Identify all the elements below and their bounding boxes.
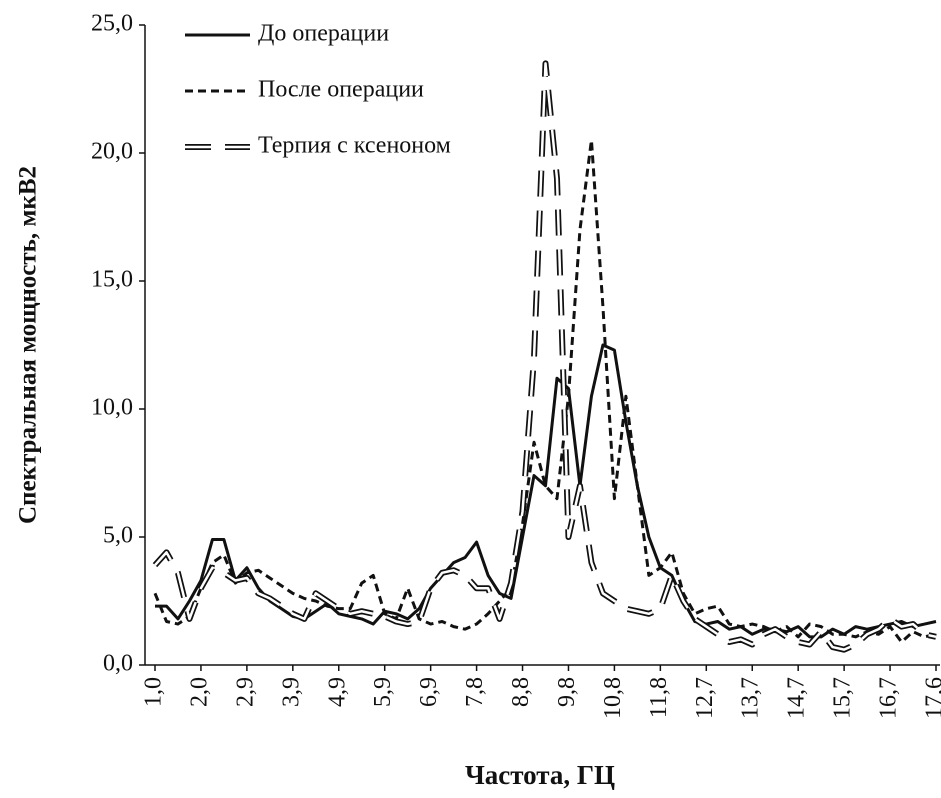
y-tick-label: 0,0 — [103, 651, 133, 677]
x-tick-label: 4,9 — [324, 677, 350, 707]
y-tick-label: 20,0 — [91, 139, 133, 165]
x-tick-label: 3,9 — [278, 677, 304, 707]
x-tick-label: 16,7 — [876, 677, 902, 719]
x-tick-label: 10,8 — [600, 677, 626, 719]
x-tick-label: 9,8 — [554, 677, 580, 707]
x-tick-label: 13,7 — [738, 677, 764, 719]
legend-label: Терпия с ксеноном — [258, 133, 451, 159]
x-tick-label: 7,8 — [462, 677, 488, 707]
x-tick-label: 2,9 — [232, 677, 258, 707]
y-tick-label: 10,0 — [91, 395, 133, 421]
x-tick-label: 14,7 — [784, 677, 810, 719]
x-axis-label: Частота, ГЦ — [465, 760, 615, 790]
series-line — [155, 343, 937, 639]
x-tick-label: 1,0 — [141, 677, 167, 707]
y-tick-label: 25,0 — [91, 11, 133, 37]
x-tick-label: 11,8 — [646, 677, 672, 718]
x-tick-label: 5,9 — [370, 677, 396, 707]
legend-label: До операции — [258, 21, 389, 47]
legend-label: После операции — [258, 77, 424, 103]
x-tick-label: 2,0 — [186, 677, 212, 707]
x-tick-label: 12,7 — [692, 677, 718, 719]
y-tick-label: 5,0 — [103, 523, 133, 549]
x-tick-label: 17,6 — [922, 677, 941, 719]
y-tick-label: 15,0 — [91, 267, 133, 293]
series-line — [153, 138, 937, 644]
series-line-inner — [154, 62, 937, 651]
y-axis-label: Спектральная мощность, мкВ2 — [15, 166, 42, 524]
x-tick-label: 8,8 — [508, 677, 534, 707]
x-tick-label: 6,9 — [416, 677, 442, 707]
x-tick-label: 15,7 — [830, 677, 856, 719]
